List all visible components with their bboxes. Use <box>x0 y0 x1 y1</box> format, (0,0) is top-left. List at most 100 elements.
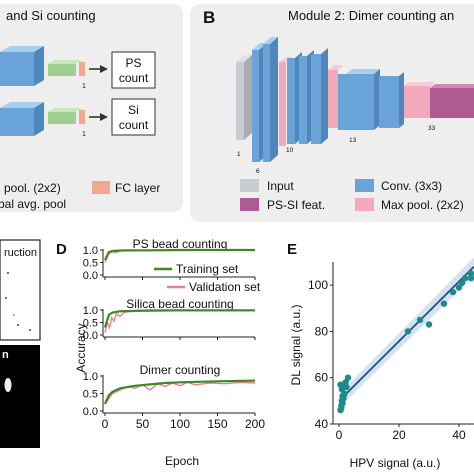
conv-layer <box>287 58 295 144</box>
legend-input-swatch <box>240 179 259 192</box>
y-tick-label: 0.5 <box>83 318 98 330</box>
x-tick-label: 40 <box>452 428 466 442</box>
data-point <box>449 288 457 296</box>
data-point <box>343 383 350 391</box>
avgpool-block <box>48 112 76 124</box>
panel-a: and Si counting 1 PS count 1 <box>0 4 183 212</box>
data-point <box>467 270 474 277</box>
panel-d-ylabel: Accuracy <box>74 323 88 372</box>
layer-label-33: 33 <box>428 125 436 132</box>
y-tick-label: 60 <box>315 371 329 385</box>
data-point <box>341 390 348 398</box>
particle-dot <box>29 329 31 331</box>
legend-ps-si-label: PS-SI feat. <box>267 198 325 212</box>
conv-layer <box>379 76 399 128</box>
panel-e-xlabel: HPV signal (a.u.) <box>350 456 441 470</box>
conv-block-front <box>0 52 34 86</box>
maxpool-layer <box>404 86 430 118</box>
panel-c: ruction n <box>0 239 41 448</box>
subplot-title: Dimer counting <box>140 363 221 377</box>
particle-dot <box>13 314 15 316</box>
input-layer-top <box>236 55 252 62</box>
legend-validation-label: Validation set <box>189 280 261 294</box>
data-point <box>338 404 345 411</box>
ps-si-feature-layer <box>430 88 474 118</box>
conv-layer <box>346 74 374 130</box>
panel-e-ylabel: DL signal (a.u.) <box>289 305 303 386</box>
conv-layer-side <box>270 37 278 162</box>
y-tick-label: 0.5 <box>83 389 98 401</box>
legend-ps-si-swatch <box>240 198 259 211</box>
legend-fc-label: FC layer <box>115 181 160 195</box>
data-point <box>416 316 424 324</box>
panel-b-network <box>236 37 474 162</box>
x-tick-label: 150 <box>207 417 227 431</box>
panel-b-legend: Input Conv. (3x3) PS-SI feat. Max pool. … <box>240 179 464 212</box>
panel-d-letter: D <box>56 241 67 258</box>
subplot-title: Silica bead counting <box>126 297 233 311</box>
x-tick-label: 0 <box>336 428 343 442</box>
hologram-image <box>0 345 40 448</box>
reconstruction-image <box>0 239 41 341</box>
maxpool-layer <box>328 70 338 128</box>
maxpool-layer-top <box>404 82 435 86</box>
series-line-validation-set <box>104 249 255 263</box>
avgpool-top <box>48 60 82 64</box>
panel-a-top-branch: 1 PS count <box>0 46 156 90</box>
series-line-validation-set <box>104 381 256 405</box>
layer-label-13: 13 <box>349 137 357 144</box>
legend-conv-label: Conv. (3x3) <box>381 179 442 193</box>
si-count-box <box>111 98 156 136</box>
y-tick-label: 0.0 <box>83 406 98 418</box>
fc-layer-block <box>79 110 85 124</box>
data-point <box>344 374 352 381</box>
ps-count-box <box>111 51 156 89</box>
y-tick-label: 40 <box>315 417 329 431</box>
legend-maxpool-swatch <box>355 198 374 211</box>
ps-count-label-2: count <box>119 71 149 85</box>
panel-a-legend: pool. (2x2) FC layer bal avg. pool <box>0 181 160 211</box>
panel-b-letter: B <box>203 8 215 27</box>
conv-block-side <box>34 46 44 86</box>
layer-label-1: 1 <box>237 151 241 158</box>
fc-layer-block <box>79 62 85 76</box>
conv-layer-top <box>263 37 278 44</box>
panel-d: D Accuracy Epoch PS bead counting0.00.51… <box>56 237 265 468</box>
series-line-training-set <box>103 309 255 328</box>
particle-dot <box>17 324 19 326</box>
conv-layer-side <box>321 48 328 144</box>
series-line-validation-set <box>104 310 255 333</box>
unit-label-bottom: 1 <box>82 131 86 138</box>
conv-layer <box>311 54 321 144</box>
y-tick-label: 1.0 <box>83 245 98 257</box>
arrow-head-top <box>100 65 108 73</box>
maxpool-layer-top <box>328 65 344 70</box>
x-tick-label: 0 <box>102 417 109 431</box>
panel-b-title: Module 2: Dimer counting an <box>288 8 454 23</box>
panel-e-plot: 40 60 80 100 0 20 40 <box>308 257 474 442</box>
panel-c-title: ruction <box>4 247 37 259</box>
panel-c-inset-label: n <box>2 349 9 361</box>
particle-dot <box>5 297 7 299</box>
legend-fc-swatch <box>92 181 110 194</box>
conv-layer-side <box>399 72 404 128</box>
y-tick-label: 100 <box>308 278 328 292</box>
conv-layer <box>299 56 307 144</box>
y-tick-label: 0.0 <box>83 270 98 282</box>
ps-count-label-1: PS <box>125 56 141 70</box>
layer-label-6: 6 <box>256 168 260 175</box>
layer-label-10: 10 <box>286 147 294 154</box>
legend-input-label: Input <box>267 179 294 193</box>
legend-maxpool-label: pool. (2x2) <box>4 181 61 195</box>
particle-dot <box>7 272 9 274</box>
si-count-label-1: Si <box>128 103 139 117</box>
panel-a-title: and Si counting <box>6 8 96 23</box>
conv-layer-side <box>374 69 380 130</box>
y-tick-label: 1.0 <box>83 305 98 317</box>
unit-label-top: 1 <box>82 83 86 90</box>
conv-layer-top <box>346 69 380 74</box>
conv-block-top-face <box>0 46 44 52</box>
panel-d-xlabel: Epoch <box>165 454 199 468</box>
data-point <box>425 321 433 328</box>
y-tick-label: 80 <box>315 324 329 338</box>
